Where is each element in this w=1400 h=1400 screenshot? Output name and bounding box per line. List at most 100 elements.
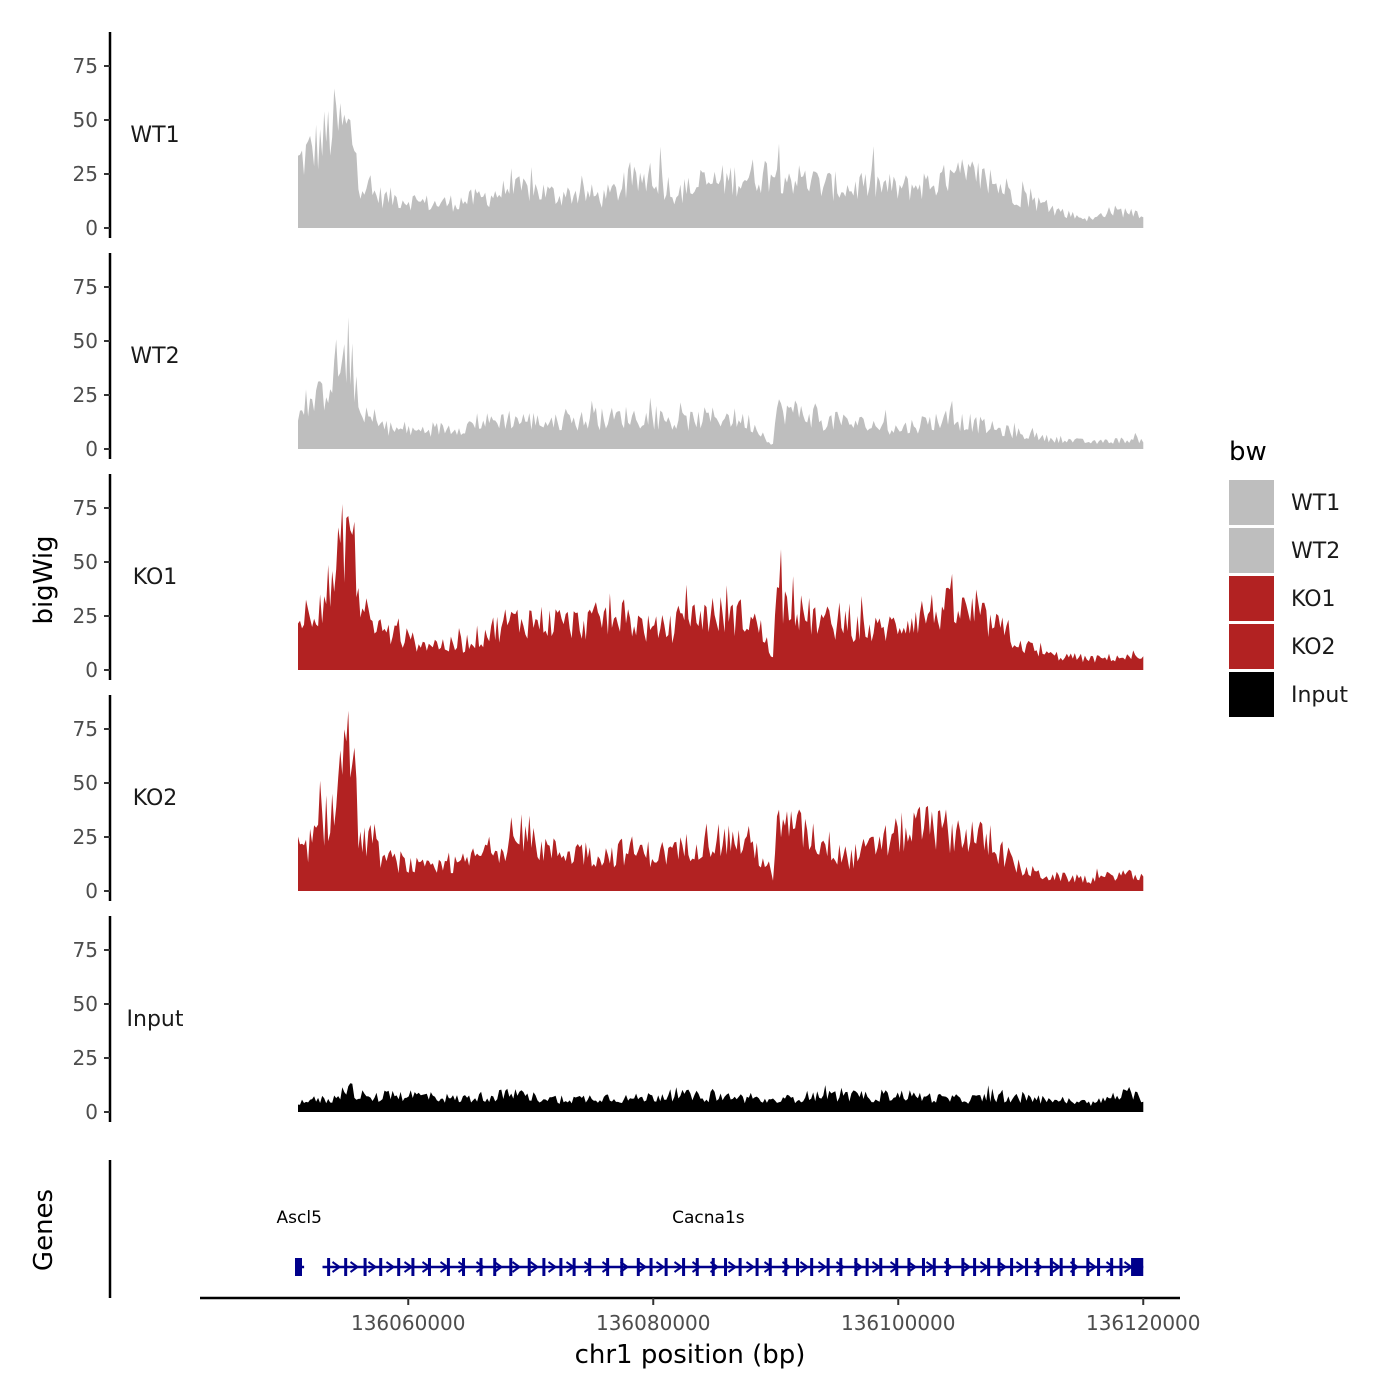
gene-exon (462, 1258, 466, 1276)
strand-arrow (997, 1261, 1008, 1273)
coverage-area-wt2 (298, 317, 1144, 449)
gene-exon (1036, 1258, 1040, 1276)
gene-exon (1010, 1258, 1014, 1276)
gene-exon (826, 1258, 830, 1276)
strand-arrow (907, 1261, 918, 1273)
y-tick-label: 0 (85, 437, 98, 461)
strand-arrow (529, 1261, 540, 1273)
gene-exon (987, 1258, 991, 1276)
gene-exon (784, 1258, 788, 1276)
legend-label-wt2: WT2 (1291, 539, 1340, 564)
gene-cacna1s: Cacna1s (322, 1208, 1144, 1276)
strand-arrow (673, 1261, 684, 1273)
gene-exon (973, 1258, 977, 1276)
legend-key-wt2 (1229, 528, 1274, 573)
track-input: 0 25 50 75 Input (73, 916, 1144, 1124)
coverage-area-wt1 (298, 88, 1144, 228)
y-tick-label: 0 (85, 658, 98, 682)
strand-arrow (457, 1261, 468, 1273)
strand-arrow (475, 1261, 486, 1273)
track-ko1: 0 25 50 75 KO1 (73, 474, 1144, 682)
legend-key-ko1 (1229, 576, 1274, 621)
gene-exon (1049, 1258, 1053, 1276)
gene-exon (1097, 1258, 1101, 1276)
strand-arrow (745, 1261, 756, 1273)
x-tick-label: 136120000 (1086, 1311, 1201, 1335)
gene-exon (379, 1258, 383, 1276)
strand-arrow (493, 1261, 504, 1273)
gene-exon (649, 1258, 653, 1276)
gene-exon (327, 1258, 331, 1276)
genes-axis-title: Genes (29, 1189, 59, 1271)
y-tick-label: 75 (73, 275, 98, 299)
strand-arrow (349, 1261, 360, 1273)
x-tick-label: 136100000 (841, 1311, 956, 1335)
gene-exon (397, 1258, 401, 1276)
y-tick-label: 50 (73, 108, 98, 132)
gene-exon (755, 1258, 759, 1276)
gene-exon (945, 1258, 949, 1276)
y-tick-label: 75 (73, 496, 98, 520)
x-tick-label: 136060000 (351, 1311, 466, 1335)
legend-key-ko2 (1229, 624, 1274, 669)
y-tick-label: 50 (73, 992, 98, 1016)
coverage-area-ko1 (298, 504, 1144, 670)
strand-arrow (1087, 1261, 1098, 1273)
gene-exon (509, 1258, 513, 1276)
gene-exon (895, 1258, 899, 1276)
y-tick-label: 50 (73, 550, 98, 574)
coverage-area-input (298, 1083, 1144, 1112)
gene-exon (711, 1258, 715, 1276)
gene-exon (636, 1258, 640, 1276)
track-label-ko2: KO2 (133, 786, 178, 811)
gene-exon (527, 1258, 531, 1276)
strand-arrow (961, 1261, 972, 1273)
gene-exon (479, 1258, 483, 1276)
gene-exon (1086, 1258, 1090, 1276)
track-ko2: 0 25 50 75 KO2 (73, 695, 1144, 903)
strand-arrow (691, 1261, 702, 1273)
track-label-wt2: WT2 (130, 344, 179, 369)
y-tick-label: 0 (85, 879, 98, 903)
coverage-area-ko2 (298, 710, 1144, 891)
gene-exon (724, 1258, 728, 1276)
strand-arrow (727, 1261, 738, 1273)
legend-label-ko2: KO2 (1291, 635, 1336, 660)
gene-exon (932, 1258, 936, 1276)
gene-exon (854, 1258, 858, 1276)
gene-exon (620, 1258, 624, 1276)
y-tick-label: 50 (73, 329, 98, 353)
gene-exon (1110, 1258, 1114, 1276)
gene-exon (738, 1258, 742, 1276)
strand-arrow (817, 1261, 828, 1273)
legend-label-wt1: WT1 (1291, 491, 1340, 516)
y-tick-label: 25 (73, 825, 98, 849)
strand-arrow (1015, 1261, 1026, 1273)
legend: bw WT1 WT2 KO1 KO2 Input (1229, 437, 1348, 717)
gene-exon (921, 1258, 925, 1276)
y-tick-label: 75 (73, 938, 98, 962)
gene-exon (363, 1258, 367, 1276)
y-tick-label: 25 (73, 162, 98, 186)
gene-exon (682, 1258, 686, 1276)
gene-exon (768, 1258, 772, 1276)
strand-arrow (799, 1261, 810, 1273)
gene-exon (695, 1258, 699, 1276)
strand-arrow (1051, 1261, 1062, 1273)
gene-exon (664, 1258, 668, 1276)
legend-label-ko1: KO1 (1291, 587, 1336, 612)
coverage-tracks: 0 25 50 75 WT1 0 25 50 75 WT2 0 25 50 75 KO1 0 25 50 75 KO2… (73, 32, 1144, 1124)
gene-exon (542, 1258, 546, 1276)
gene-exon (865, 1258, 869, 1276)
track-wt1: 0 25 50 75 WT1 (73, 32, 1144, 240)
track-label-wt1: WT1 (130, 123, 179, 148)
y-tick-label: 25 (73, 1046, 98, 1070)
x-tick-label: 136080000 (596, 1311, 711, 1335)
gene-exon (572, 1258, 576, 1276)
gene-exon (810, 1258, 814, 1276)
gene-exon (1025, 1258, 1029, 1276)
legend-key-wt1 (1229, 480, 1274, 525)
gene-exon (446, 1258, 450, 1276)
strand-arrow (601, 1261, 612, 1273)
